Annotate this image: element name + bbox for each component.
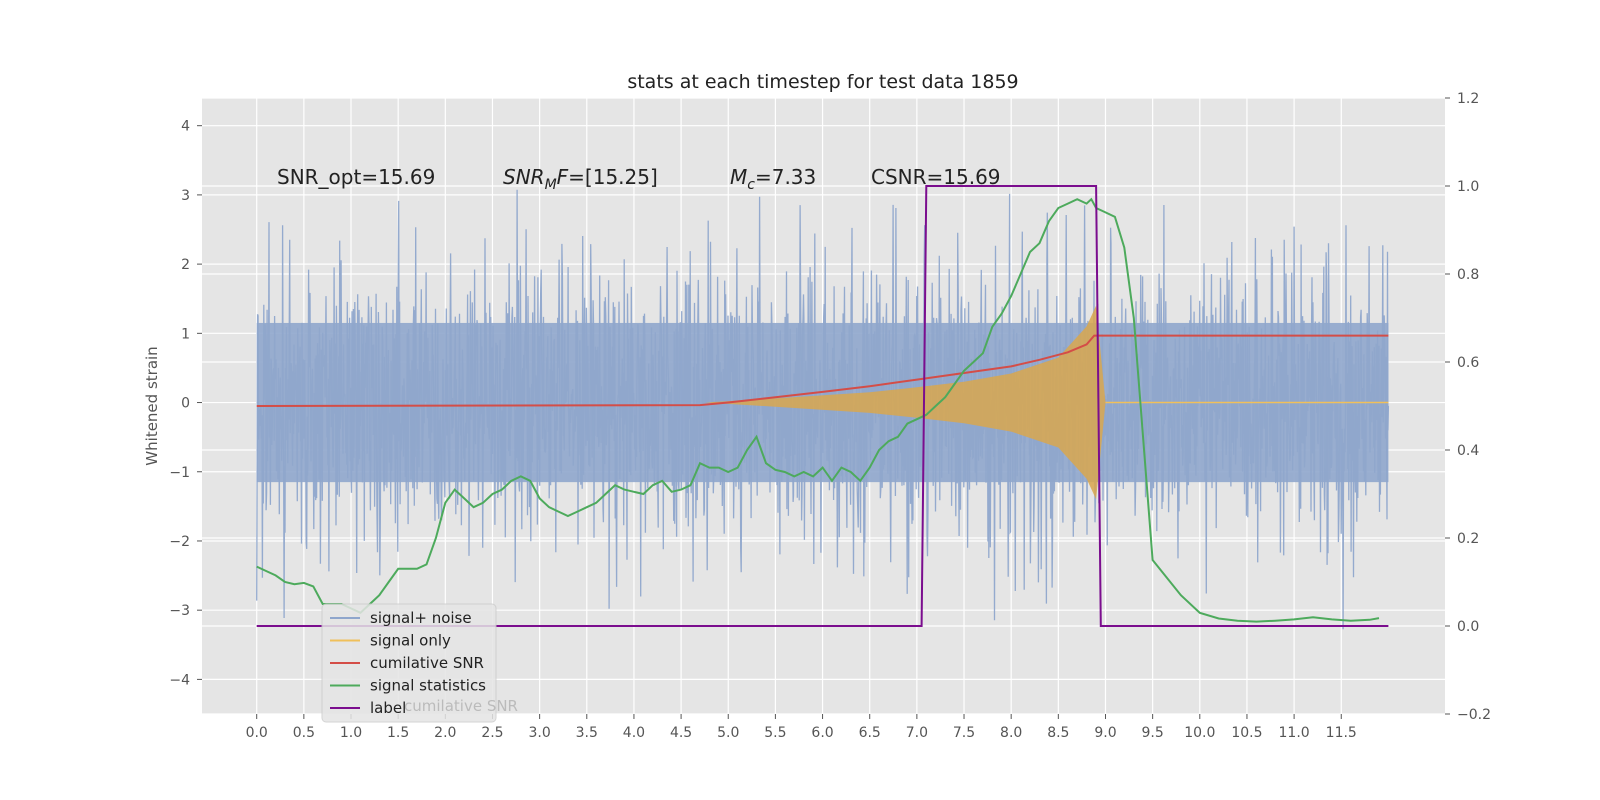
x-tick-label: 11.0 [1279, 725, 1310, 741]
y-tick-label: −3 [169, 603, 190, 619]
annotation-mc-base: M [730, 165, 747, 189]
line-series [256, 185, 1389, 627]
x-tick-label: 7.0 [906, 725, 928, 741]
y2-tick-label: 0.8 [1457, 267, 1479, 283]
legend-item-label: label [370, 699, 406, 717]
x-tick-label: 10.0 [1184, 725, 1215, 741]
x-tick-label: 4.5 [670, 725, 692, 741]
x-tick-label: 8.0 [1000, 725, 1022, 741]
annotation-snr-mf-base: SNR [503, 165, 545, 189]
x-tick-label: 6.5 [859, 725, 881, 741]
chart-title: stats at each timestep for test data 185… [627, 71, 1018, 93]
legend-item-label: signal only [370, 632, 451, 650]
x-tick-label: 1.5 [387, 725, 409, 741]
x-tick-label: 4.0 [623, 725, 645, 741]
annotation-snr-opt: SNR_opt=15.69 [277, 165, 435, 189]
series-label-line [256, 185, 1389, 627]
annotation-mc: Mc=7.33 [730, 165, 816, 193]
annotation-mc-sub: c [747, 177, 755, 193]
annotation-mc-rest: =7.33 [755, 165, 816, 189]
x-tick-label: 3.5 [576, 725, 598, 741]
x-tick-label: 0.0 [246, 725, 268, 741]
annotation-snr-mf-sub: M [545, 177, 557, 193]
x-tick-label: 5.5 [764, 725, 786, 741]
x-tick-label: 7.5 [953, 725, 975, 741]
legend-item-label: signal+ noise [370, 609, 472, 627]
x-tick-label: 2.0 [434, 725, 456, 741]
annotation-snr-mf-rest-f: F [557, 165, 569, 189]
x-tick-label: 2.5 [481, 725, 503, 741]
annotation-csnr: CSNR=15.69 [871, 165, 1001, 189]
x-tick-label: 10.5 [1231, 725, 1262, 741]
annotation-snr-mf-rest: =[15.25] [568, 165, 658, 189]
y-tick-label: 4 [181, 119, 190, 135]
y2-tick-label: −0.2 [1457, 707, 1491, 723]
x-tick-label: 8.5 [1047, 725, 1069, 741]
annotations: SNR_opt=15.69 SNRMF=[15.25] Mc=7.33 CSNR… [277, 165, 1001, 193]
legend: cumilative SNR signal+ noise signal only cu… [321, 603, 518, 723]
y-tick-label: −1 [169, 465, 190, 481]
x-tick-label: 6.0 [811, 725, 833, 741]
x-tick-label: 11.5 [1326, 725, 1357, 741]
y2-tick-label: 1.0 [1457, 179, 1479, 195]
annotation-snr-mf: SNRMF=[15.25] [503, 165, 658, 193]
y-tick-label: −2 [169, 534, 190, 550]
y2-tick-label: 0.6 [1457, 355, 1479, 371]
legend-item-label: signal statistics [370, 677, 486, 695]
x-tick-label: 5.0 [717, 725, 739, 741]
x-tick-label: 9.5 [1142, 725, 1164, 741]
x-tick-label: 9.0 [1094, 725, 1116, 741]
legend-box [321, 603, 497, 723]
y2-tick-label: 0.2 [1457, 531, 1479, 547]
x-tick-label: 3.0 [528, 725, 550, 741]
y2-tick-label: 0.4 [1457, 443, 1479, 459]
x-tick-label: 1.0 [340, 725, 362, 741]
series-signal-only-envelope [704, 305, 1106, 500]
signal-only-fill [704, 305, 1389, 500]
y-tick-label: 0 [181, 396, 190, 412]
series-signal-statistics-line [256, 197, 1380, 623]
series-cumilative-snr-line [256, 334, 1389, 407]
axes: 0.0 0.5 1.0 1.5 2.0 2.5 3.0 3.5 4.0 4.5 5.0 5.5 6.0 6… [169, 91, 1491, 741]
y2-tick-label: 0.0 [1457, 619, 1479, 635]
legend-ghost-text: cumilative SNR [404, 697, 518, 715]
legend-item-label: cumilative SNR [370, 654, 484, 672]
y-tick-label: 3 [181, 188, 190, 204]
y-tick-label: 1 [181, 326, 190, 342]
y-tick-label: −4 [169, 672, 190, 688]
y-tick-label: 2 [181, 257, 190, 273]
x-tick-label: 0.5 [293, 725, 315, 741]
y-axis-label: Whitened strain [143, 346, 161, 465]
y2-tick-label: 1.2 [1457, 91, 1479, 107]
